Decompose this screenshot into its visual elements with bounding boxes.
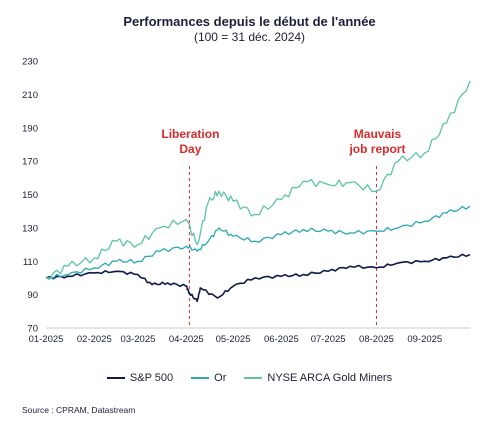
line-chart: 70 90 110 130 150 170 190 210 230 01-2025 02-2025 0… <box>22 57 471 345</box>
x-tick-label: 06-2025 <box>264 334 299 345</box>
legend-label-sp500: S&P 500 <box>129 372 174 384</box>
legend-swatch-gold <box>191 377 210 379</box>
x-tick-label: 08-2025 <box>359 334 394 345</box>
annotation-label-line1: Mauvais <box>354 127 402 141</box>
x-tick-label: 04-2025 <box>169 334 204 345</box>
legend-swatch-gold-miners <box>244 377 263 379</box>
y-tick-label: 110 <box>23 257 38 268</box>
chart-legend: S&P 500 Or NYSE ARCA Gold Miners <box>0 372 499 384</box>
y-tick-label: 130 <box>22 223 38 234</box>
chart-title: Performances depuis le début de l'année <box>123 14 376 29</box>
chart-subtitle: (100 = 31 déc. 2024) <box>193 30 306 44</box>
series-line-gold <box>45 205 471 279</box>
series-line-gold-miners <box>45 80 471 281</box>
legend-item-gold-miners: NYSE ARCA Gold Miners <box>244 372 392 384</box>
legend-label-gold: Or <box>214 372 227 384</box>
legend-item-sp500: S&P 500 <box>106 372 174 384</box>
y-tick-label: 230 <box>22 57 38 68</box>
x-tick-label: 01-2025 <box>29 334 64 345</box>
y-tick-label: 150 <box>22 190 38 201</box>
legend-item-gold: Or <box>191 372 226 384</box>
x-tick-label: 09-2025 <box>407 334 442 345</box>
series-line-sp500 <box>45 253 471 303</box>
x-tick-label: 07-2025 <box>311 334 346 345</box>
x-tick-label: 05-2025 <box>216 334 251 345</box>
annotation-label-line2: job report <box>348 142 405 156</box>
y-tick-label: 190 <box>22 123 38 134</box>
y-tick-label: 90 <box>27 290 38 301</box>
y-tick-label: 170 <box>22 157 38 168</box>
x-tick-label: 02-2025 <box>77 334 112 345</box>
source-note: Source : CPRAM, Datastream <box>22 405 136 415</box>
annotation-label-line1: Liberation <box>161 127 219 141</box>
x-tick-label: 03-2025 <box>121 334 156 345</box>
legend-swatch-sp500 <box>106 377 125 379</box>
y-tick-label: 210 <box>22 90 38 101</box>
annotation-label-line2: Day <box>179 142 201 156</box>
legend-label-gold-miners: NYSE ARCA Gold Miners <box>267 372 393 384</box>
y-tick-label: 70 <box>27 324 38 335</box>
